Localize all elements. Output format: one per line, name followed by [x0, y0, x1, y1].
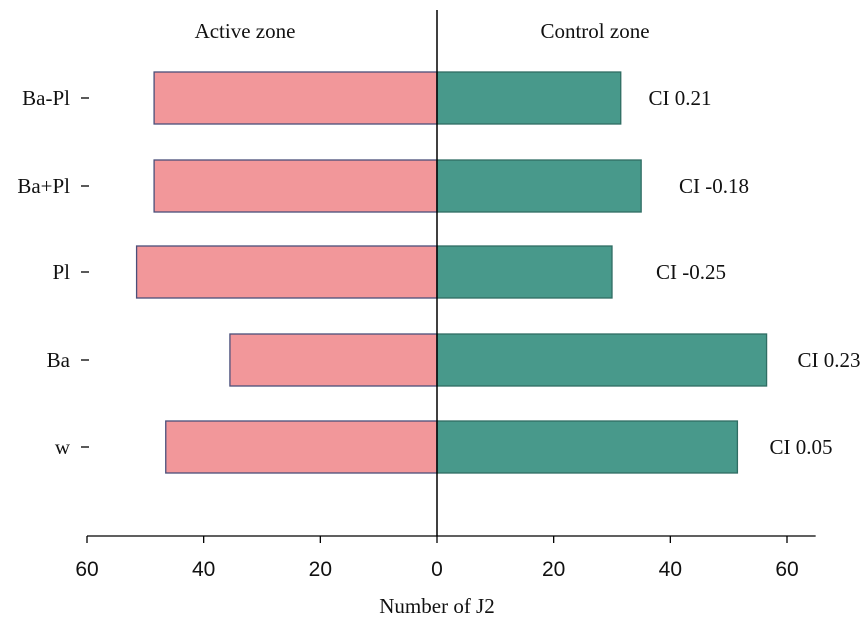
bar-active-w — [165, 420, 438, 474]
ci-annotation: CI 0.23 — [798, 348, 861, 372]
x-axis: 60 40 20 0 20 40 60 — [75, 535, 816, 581]
bar-active-ba-pl — [153, 71, 438, 125]
ci-annotation: CI -0.25 — [656, 260, 726, 284]
x-tick-label: 20 — [309, 558, 332, 581]
x-tick-label: 60 — [75, 558, 98, 581]
bar-control-w — [436, 420, 739, 474]
bar-control-ba — [436, 333, 768, 387]
category-label: Ba — [47, 348, 71, 372]
ci-annotation: CI 0.21 — [649, 86, 712, 110]
category-labels: Ba-Pl Ba+Pl Pl Ba w — [17, 86, 89, 459]
x-tick-label: 60 — [775, 558, 798, 581]
x-tick-label: 0 — [431, 558, 443, 581]
x-tick-label: 40 — [192, 558, 215, 581]
bar-active-pl — [135, 245, 438, 299]
ci-annotation: CI 0.05 — [770, 435, 833, 459]
x-tick-label: 40 — [659, 558, 682, 581]
bar-control-ba-pl — [436, 71, 622, 125]
bar-control-pl — [436, 245, 613, 299]
control-zone-label: Control zone — [540, 19, 649, 43]
bar-control-ba-plus-pl — [436, 159, 642, 213]
category-label: w — [55, 435, 71, 459]
x-tick-label: 20 — [542, 558, 565, 581]
category-label: Ba+Pl — [17, 174, 70, 198]
bar-active-ba-plus-pl — [153, 159, 438, 213]
category-label: Ba-Pl — [22, 86, 70, 110]
category-label: Pl — [52, 260, 70, 284]
bar-active-ba — [229, 333, 438, 387]
ci-annotation: CI -0.18 — [679, 174, 749, 198]
active-zone-label: Active zone — [195, 19, 296, 43]
bars-group — [135, 71, 768, 474]
ci-annotations: CI 0.21 CI -0.18 CI -0.25 CI 0.23 CI 0.05 — [649, 86, 861, 459]
x-axis-title: Number of J2 — [379, 594, 494, 618]
